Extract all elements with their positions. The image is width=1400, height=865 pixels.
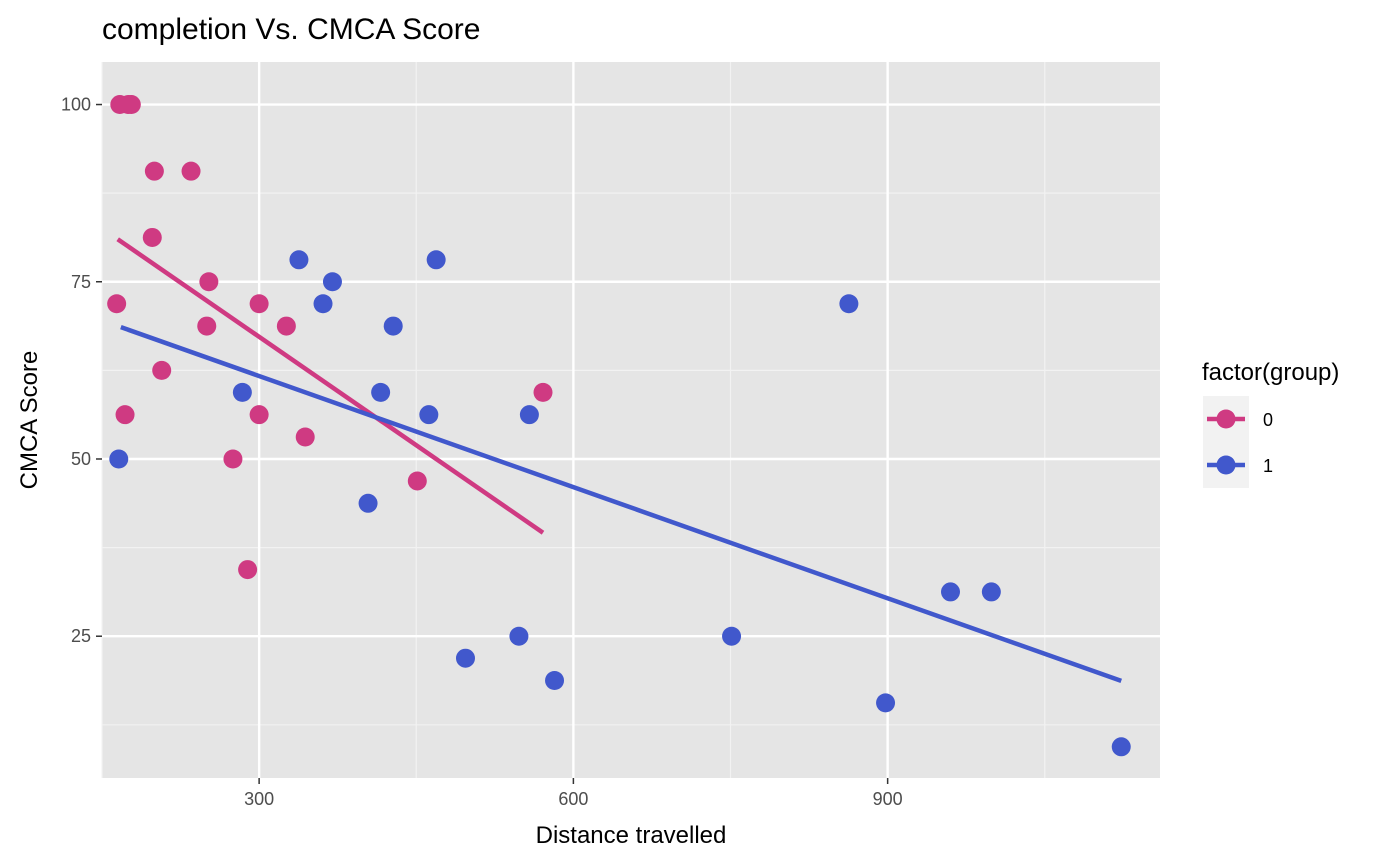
- legend-label: 0: [1263, 410, 1273, 430]
- point-series-0: [276, 316, 296, 336]
- point-series-1: [109, 449, 129, 469]
- point-series-0: [115, 405, 135, 425]
- point-series-1: [289, 250, 309, 270]
- y-tick-label: 25: [71, 626, 91, 646]
- point-series-1: [322, 272, 342, 292]
- point-series-1: [383, 316, 403, 336]
- point-series-1: [722, 626, 742, 646]
- point-series-1: [371, 382, 391, 402]
- point-series-0: [121, 95, 141, 115]
- fit-line-1: [120, 325, 1122, 684]
- legend-label: 1: [1263, 456, 1273, 476]
- fit-line-0: [116, 237, 545, 535]
- point-series-1: [455, 648, 475, 668]
- x-tick-label: 300: [244, 789, 274, 809]
- legend-key-point: [1216, 455, 1236, 475]
- chart-title: completion Vs. CMCA Score: [102, 13, 480, 46]
- y-tick-label: 100: [61, 95, 91, 115]
- x-tick-label: 600: [558, 789, 588, 809]
- y-axis-title: CMCA Score: [16, 351, 43, 490]
- point-series-0: [107, 294, 127, 314]
- point-series-0: [152, 360, 172, 380]
- major-grid: [102, 62, 1160, 778]
- point-series-0: [197, 316, 217, 336]
- point-series-0: [238, 560, 258, 580]
- x-axis-ticks: 300 600 900: [244, 778, 903, 809]
- legend: factor(group) 0 1: [1202, 359, 1339, 488]
- point-series-1: [839, 294, 859, 314]
- y-axis-ticks: 25 50 75 100: [61, 95, 102, 646]
- point-series-0: [249, 405, 269, 425]
- point-series-1: [232, 382, 252, 402]
- y-tick-label: 50: [71, 449, 91, 469]
- point-series-1: [545, 671, 565, 691]
- x-axis-title: Distance travelled: [536, 822, 727, 849]
- point-series-1: [876, 693, 896, 713]
- x-tick-label: 900: [873, 789, 903, 809]
- point-series-0: [295, 427, 315, 447]
- point-series-1: [940, 582, 960, 602]
- point-series-0: [142, 227, 162, 247]
- minor-grid: [101, 62, 1160, 778]
- point-series-1: [426, 250, 446, 270]
- point-series-0: [407, 471, 427, 491]
- point-series-0: [181, 161, 201, 181]
- point-series-1: [1111, 737, 1131, 757]
- point-series-1: [313, 294, 333, 314]
- point-series-1: [519, 405, 539, 425]
- point-series-1: [981, 582, 1001, 602]
- point-series-0: [144, 161, 164, 181]
- point-series-0: [223, 449, 243, 469]
- point-series-0: [533, 382, 553, 402]
- point-series-0: [249, 294, 269, 314]
- point-series-1: [419, 405, 439, 425]
- point-series-1: [509, 626, 529, 646]
- legend-title: factor(group): [1202, 359, 1339, 386]
- data-points: [107, 95, 1131, 757]
- legend-key-point: [1216, 409, 1236, 429]
- y-tick-label: 75: [71, 272, 91, 292]
- point-series-0: [199, 272, 219, 292]
- fit-lines: [116, 237, 1122, 684]
- plot-panel: [102, 62, 1160, 778]
- point-series-1: [358, 493, 378, 513]
